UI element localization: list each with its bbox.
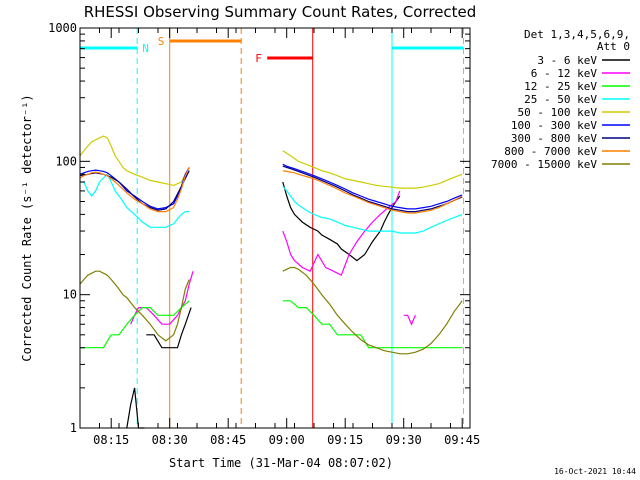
x-axis: 08:15 08:30 08:45 09:00 09:15 09:30 09:45 <box>79 28 480 447</box>
series-line <box>79 167 190 213</box>
x-tick-label: 09:15 <box>327 433 363 447</box>
series-line <box>282 170 463 214</box>
interval-label-s: S <box>158 35 165 48</box>
series-line <box>282 181 401 262</box>
series-line <box>80 300 190 349</box>
legend-header-line2: Att 0 <box>597 40 630 53</box>
plot-area: NS F <box>79 28 464 429</box>
series-line <box>146 307 192 349</box>
legend-label: 100 - 300 keV <box>511 119 597 132</box>
legend-label: 50 - 100 keV <box>518 106 598 119</box>
series-line <box>79 270 190 342</box>
series-8 <box>79 266 463 355</box>
x-tick-label: 08:30 <box>152 433 188 447</box>
series-line <box>282 163 463 210</box>
series-line <box>282 190 401 277</box>
series-2 <box>80 300 463 349</box>
series-line <box>282 266 463 355</box>
x-tick-label: 08:15 <box>93 433 129 447</box>
footer-date: 16-Oct-2021 10:44 <box>554 467 636 476</box>
y-axis-label: Corrected Count Rate (s⁻¹ detector⁻¹) <box>20 94 34 361</box>
y-axis: 1 10 100 1000 <box>48 21 470 435</box>
legend-label: 7000 - 15000 keV <box>491 158 597 171</box>
series-line <box>282 300 463 349</box>
series-4 <box>79 135 463 189</box>
legend-label: 12 - 25 keV <box>524 80 597 93</box>
series-line <box>403 314 416 326</box>
y-tick-label: 1 <box>70 421 77 435</box>
legend-label: 800 - 7000 keV <box>504 145 597 158</box>
legend-label: 6 - 12 keV <box>531 67 598 80</box>
y-tick-label: 10 <box>63 288 77 302</box>
interval-label-n: N <box>142 42 149 55</box>
series-7 <box>79 167 463 214</box>
y-tick-label: 100 <box>55 154 77 168</box>
legend-label: 300 - 800 keV <box>511 132 597 145</box>
x-tick-label: 09:00 <box>269 433 305 447</box>
series-line <box>80 173 190 228</box>
series-line <box>79 170 190 211</box>
y-tick-label: 1000 <box>48 21 77 35</box>
series-line <box>282 185 463 234</box>
legend-label: 3 - 6 keV <box>537 54 597 67</box>
series-3 <box>80 173 463 234</box>
series-line <box>79 135 190 187</box>
series-6 <box>79 165 463 213</box>
series-line <box>282 150 463 189</box>
x-tick-label: 09:45 <box>444 433 480 447</box>
legend-label: 25 - 50 keV <box>524 93 597 106</box>
interval-label-f: F <box>255 52 262 65</box>
series-line <box>282 165 463 213</box>
x-tick-label: 09:30 <box>386 433 422 447</box>
legend-header-line1: Det 1,3,4,5,6,9, <box>524 28 630 41</box>
x-tick-label: 08:45 <box>210 433 246 447</box>
chart-title: RHESSI Observing Summary Count Rates, Co… <box>84 3 477 21</box>
x-axis-label: Start Time (31-Mar-04 08:07:02) <box>169 456 393 470</box>
